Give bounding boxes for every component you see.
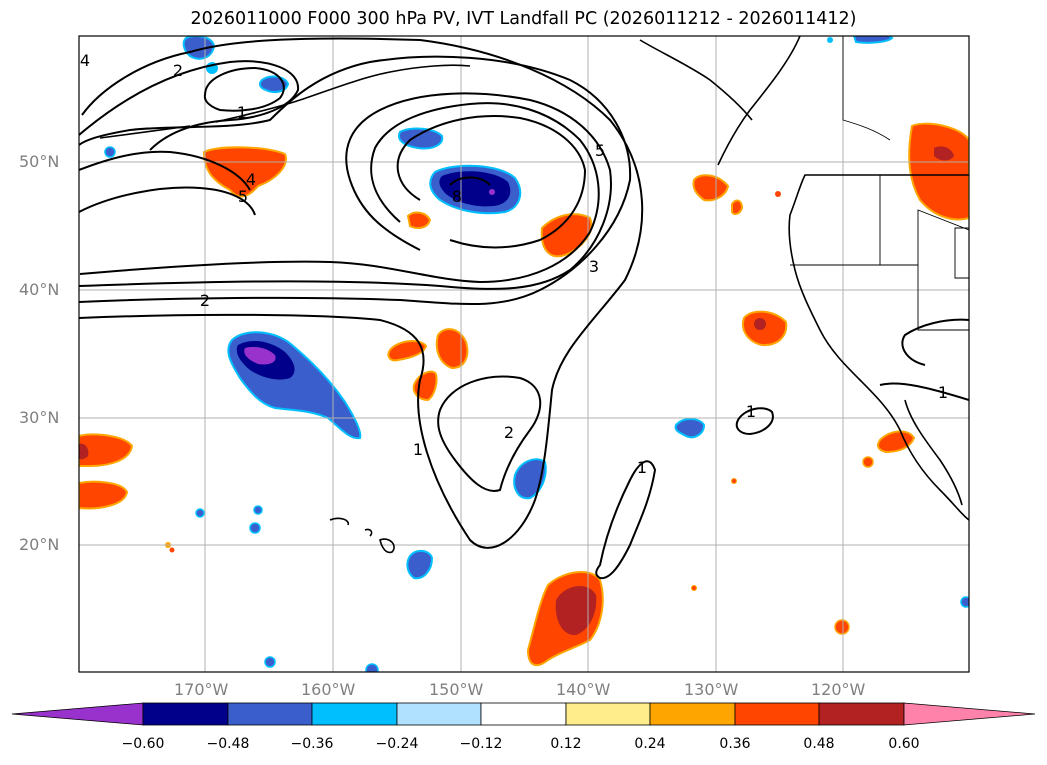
contour-label: 1: [413, 440, 423, 459]
pv-positive-region: [742, 310, 788, 347]
contour-label: 4: [246, 170, 256, 189]
pv-negative-region: [852, 36, 894, 44]
colorbar-tick-label: 0.12: [550, 736, 582, 752]
pv-positive-region: [202, 146, 287, 198]
lon-label: 140°W: [556, 680, 611, 699]
contour-label: 5: [238, 187, 248, 206]
lat-label: 20°N: [19, 535, 60, 554]
pv-positive-region: [387, 340, 428, 362]
contour-label: 1: [746, 402, 756, 421]
pv-positive-region: [406, 211, 432, 229]
map-gridlines: [79, 36, 969, 672]
contour-label: 2: [200, 291, 210, 310]
pv-positive-region: [692, 174, 730, 202]
colorbar-tick-label: −0.60: [121, 736, 165, 752]
colorbar: [11, 702, 1036, 726]
pv-positive-region: [877, 430, 916, 454]
colorbar-tick-label: 0.36: [719, 736, 751, 752]
pv-shading: [79, 36, 969, 672]
colorbar-extend-max: [903, 702, 1036, 726]
pv-positive-region: [435, 328, 469, 370]
map-title: 2026011000 F000 300 hPa PV, IVT Landfall…: [190, 9, 857, 29]
state-borders: [790, 36, 969, 331]
plot-frame: [78, 35, 970, 673]
contour-label: 4: [80, 51, 90, 70]
lat-label: 50°N: [19, 152, 60, 171]
contour-label: 8: [452, 187, 462, 206]
pv-negative-region: [398, 127, 444, 150]
colorbar-tick-label: 0.60: [888, 736, 920, 752]
pv-negative-region: [674, 418, 706, 439]
colorbar-tick-label: −0.12: [459, 736, 503, 752]
contour-label: 3: [589, 257, 599, 276]
lat-label: 30°N: [19, 408, 60, 427]
plot-background: [79, 36, 969, 672]
lat-label: 40°N: [19, 280, 60, 299]
ivt-contours: [79, 37, 969, 580]
contour-labels: 4 2 1 4 5 5 8 3 2 1 2 1 1 1: [80, 51, 948, 477]
contour-label: 1: [938, 383, 948, 402]
colorbar-tick-label: 0.24: [634, 736, 666, 752]
contour-label: 5: [595, 141, 605, 160]
contour-label: 1: [637, 458, 647, 477]
contour-label: 2: [504, 423, 514, 442]
lon-label: 130°W: [684, 680, 739, 699]
colorbar-tick-label: −0.48: [206, 736, 250, 752]
lon-label: 120°W: [811, 680, 866, 699]
pv-positive-region: [731, 199, 744, 216]
pv-negative-region: [406, 550, 434, 580]
contour-label: 2: [173, 61, 183, 80]
colorbar-tick-label: −0.36: [290, 736, 334, 752]
lon-label: 160°W: [301, 680, 356, 699]
pv-positive-region: [79, 480, 129, 510]
colorbar-tick-label: −0.24: [375, 736, 419, 752]
colorbar-tick-label: 0.48: [803, 736, 835, 752]
colorbar-extend-min: [11, 702, 144, 726]
coastlines: [99, 36, 969, 554]
pv-positive-region: [908, 122, 969, 221]
pv-positive-region: [79, 433, 134, 467]
pv-negative-peak: [244, 346, 276, 365]
lon-label: 170°W: [174, 680, 229, 699]
contour-label: 1: [237, 103, 247, 122]
lon-label: 150°W: [429, 680, 484, 699]
